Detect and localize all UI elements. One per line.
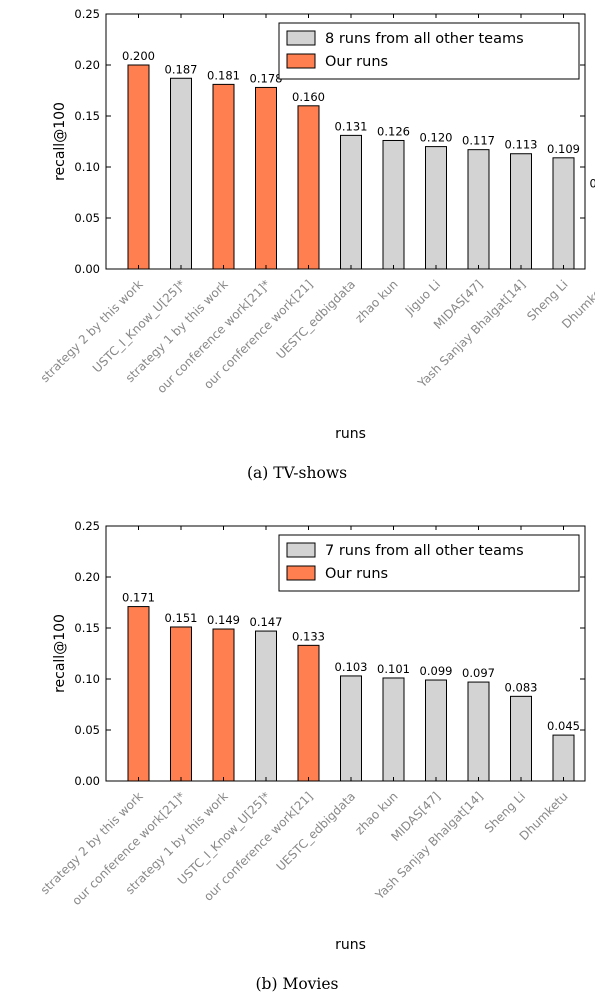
- bar-value-label: 0.131: [335, 119, 368, 133]
- plot-frame: [105, 525, 586, 782]
- bar-value-label: 0.045: [547, 719, 580, 733]
- y-tick-label: 0.10: [74, 672, 100, 686]
- bar-value-label: 0.171: [122, 591, 155, 605]
- bar-value-label: 0.097: [462, 666, 495, 680]
- y-tick-label: 0.15: [74, 621, 100, 635]
- bar-2: [170, 77, 192, 270]
- bar-value-label: 0.149: [207, 613, 240, 627]
- legend-swatch: [286, 53, 316, 69]
- bar-value-label: 0.151: [165, 611, 198, 625]
- bar-value-label: 0.147: [250, 615, 283, 629]
- bar-value-label: 0.178: [250, 71, 283, 85]
- legend-swatch: [286, 30, 316, 46]
- bar-value-label: 0.181: [207, 68, 240, 82]
- y-tick-label: 0.10: [74, 160, 100, 174]
- x-tick-label: UESTC_edbigdata: [274, 277, 359, 362]
- bar-value-label: 0.133: [292, 629, 325, 643]
- legend: 8 runs from all other teams Our runs: [278, 22, 580, 80]
- bar-8: [425, 146, 447, 270]
- bar-6: [340, 134, 362, 270]
- legend-swatch: [286, 565, 316, 581]
- figure-caption: (b) Movies: [256, 975, 339, 993]
- x-tick-label: zhao kun: [352, 277, 400, 325]
- bar-value-label: 0.126: [377, 124, 410, 138]
- bar-value-label: 0.109: [547, 142, 580, 156]
- bar-value-label: 0.083: [505, 680, 538, 694]
- bar-value-label: 0.200: [122, 49, 155, 63]
- y-axis-label: recall@100: [52, 102, 68, 181]
- legend-box: [278, 534, 580, 592]
- x-axis-label: runs: [335, 426, 366, 442]
- bar-value-label: 0.075: [590, 177, 595, 191]
- legend-label: 8 runs from all other teams: [325, 31, 524, 47]
- y-tick-label: 0.00: [74, 774, 100, 788]
- y-tick-label: 0.15: [74, 109, 100, 123]
- y-axis-label: recall@100: [52, 614, 68, 693]
- bar-2: [170, 626, 192, 782]
- bar-9: [467, 149, 490, 270]
- bar-11: [552, 157, 575, 270]
- legend-label: 7 runs from all other teams: [325, 543, 524, 559]
- bar-value-label: 0.101: [377, 662, 410, 676]
- bar-3: [212, 83, 235, 270]
- plot-frame: [105, 13, 586, 270]
- legend-swatch: [286, 542, 316, 558]
- bar-value-label: 0.103: [335, 660, 368, 674]
- legend-box: [278, 22, 580, 80]
- x-tick-label: UESTC_edbigdata: [274, 789, 359, 874]
- bar-value-label: 0.113: [505, 138, 538, 152]
- bar-4: [255, 630, 277, 782]
- bar-10: [510, 695, 532, 782]
- x-tick-label: Jiguo Li: [402, 277, 443, 318]
- bar-8: [425, 679, 447, 782]
- y-tick-label: 0.05: [74, 211, 100, 225]
- bar-value-label: 0.160: [292, 90, 325, 104]
- bar-7: [382, 677, 405, 782]
- y-tick-label: 0.00: [74, 262, 100, 276]
- figure-caption: (a) TV-shows: [247, 464, 347, 482]
- bar-1: [127, 64, 150, 270]
- y-tick-label: 0.25: [74, 7, 100, 21]
- y-tick-label: 0.20: [74, 570, 100, 584]
- bar-value-label: 0.099: [420, 664, 453, 678]
- bar-value-label: 0.117: [462, 134, 495, 148]
- bar-5: [297, 644, 320, 782]
- bar-4: [255, 86, 277, 270]
- bar-10: [510, 153, 532, 270]
- bar-3: [212, 628, 235, 782]
- bar-7: [382, 139, 405, 270]
- legend-label: Our runs: [325, 566, 388, 582]
- bar-6: [340, 675, 362, 782]
- bar-9: [467, 681, 490, 782]
- bar-11: [552, 734, 575, 782]
- x-axis-label: runs: [335, 937, 366, 953]
- y-tick-label: 0.20: [74, 58, 100, 72]
- bar-5: [297, 105, 320, 270]
- y-tick-label: 0.05: [74, 723, 100, 737]
- legend-label: Our runs: [325, 54, 388, 70]
- bar-value-label: 0.187: [165, 62, 198, 76]
- legend: 7 runs from all other teams Our runs: [278, 534, 580, 592]
- bar-value-label: 0.120: [420, 131, 453, 145]
- bar-1: [127, 606, 150, 782]
- y-tick-label: 0.25: [74, 519, 100, 533]
